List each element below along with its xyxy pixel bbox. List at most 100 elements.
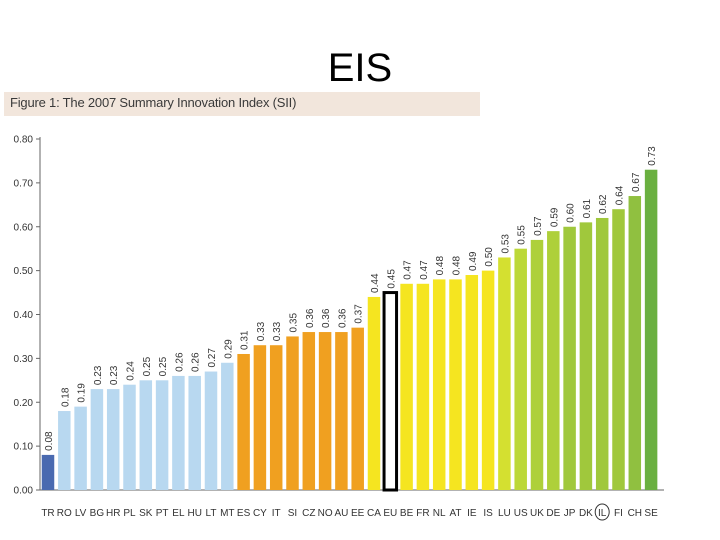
value-label: 0.62 [598,194,609,214]
y-tick-label: 0.40 [14,310,34,321]
category-label-ee: EE [351,508,365,519]
bar-ch [628,196,642,490]
category-label-cz: CZ [302,508,315,519]
bar-si [286,336,299,490]
category-label-hu: HU [187,508,201,519]
value-label: 0.35 [289,313,300,333]
value-label: 0.55 [517,225,528,245]
bar-pt [155,380,169,490]
bar-jp [563,226,576,490]
category-label-dk: DK [579,508,593,519]
category-label-nl: NL [433,508,446,519]
bar-is [481,270,495,490]
bar-lt [204,371,218,490]
category-label-uk: UK [530,508,544,519]
value-label: 0.33 [256,321,267,341]
bar-nl [432,279,446,490]
value-label: 0.24 [126,361,137,381]
category-label-ie: IE [467,508,477,519]
value-label: 0.25 [158,356,169,376]
bar-se [644,169,658,490]
category-label-si: SI [288,508,297,519]
bar-lu [498,257,511,490]
bar-at [449,279,462,490]
bar-eu [382,291,399,492]
bar-ee [351,327,364,490]
value-label: 0.67 [631,172,642,192]
bar-tr [41,454,55,490]
value-label: 0.33 [272,321,283,341]
bar-dk [579,222,593,491]
value-label: 0.23 [93,365,104,385]
bar-pl [123,384,136,490]
value-label: 0.59 [549,207,560,227]
category-label-pl: PL [123,508,136,519]
value-label: 0.31 [240,330,251,350]
category-label-el: EL [172,508,185,519]
category-label-hr: HR [106,508,120,519]
category-label-fr: FR [416,508,429,519]
category-label-jp: JP [564,508,576,519]
value-label: 0.19 [77,383,88,403]
category-label-pt: PT [156,508,169,519]
bar-ie [465,275,479,490]
category-label-is: IS [483,508,493,519]
y-tick-label: 0.80 [14,135,34,146]
category-label-ro: RO [57,508,72,519]
value-label: 0.48 [452,255,463,275]
category-label-lt: LT [206,508,217,519]
value-labels-group: 0.08 0.18 0.19 0.23 0.23 0.24 0.25 0.25 0.26 0.26… [44,146,658,451]
value-label: 0.23 [109,365,120,385]
bar-bg [90,389,104,490]
category-label-es: ES [237,508,251,519]
bar-hr [106,389,120,490]
bar-es [237,353,250,490]
value-label: 0.44 [370,273,381,293]
category-label-fi: FI [614,508,623,519]
bar-it [269,345,283,490]
value-label: 0.08 [44,431,55,451]
bar-ro [58,411,71,490]
category-label-bg: BG [90,508,105,519]
value-label: 0.53 [500,234,511,254]
value-label: 0.27 [207,348,218,368]
value-label: 0.25 [142,356,153,376]
category-label-eu: EU [383,508,397,519]
category-label-ch: CH [628,508,642,519]
y-tick-label: 0.70 [14,178,34,189]
value-label: 0.36 [337,308,348,328]
y-tick-label: 0.30 [14,354,34,365]
value-label: 0.36 [305,308,316,328]
figure-caption: Figure 1: The 2007 Summary Innovation In… [10,95,297,110]
value-label: 0.26 [174,352,185,372]
value-label: 0.48 [435,255,446,275]
bar-be [400,283,413,490]
category-label-au: AU [334,508,348,519]
bar-uk [530,239,544,490]
value-label: 0.60 [566,203,577,223]
y-tick-label: 0.00 [14,486,34,497]
highlight-circle [594,503,610,521]
category-label-tr: TR [41,508,54,519]
category-label-lv: LV [75,508,87,519]
bar-el [172,375,185,490]
bar-no [318,332,332,490]
category-label-ca: CA [367,508,381,519]
category-label-it: IT [272,508,281,519]
category-label-lu: LU [498,508,511,519]
value-label: 0.47 [403,260,414,280]
bar-il [595,217,609,490]
category-label-sk: SK [139,508,153,519]
value-label: 0.26 [191,352,202,372]
bar-fr [416,283,430,490]
value-label: 0.45 [386,269,397,289]
slide-title: EIS [327,46,393,90]
bar-mt [221,362,234,490]
category-label-no: NO [318,508,333,519]
value-label: 0.61 [582,198,593,218]
value-label: 0.29 [223,339,234,359]
category-labels-group: TR RO LV BG HR PL SK PT EL HU LT MT ES CY IT SI CZ NO AU EE… [41,503,658,521]
category-label-il: IL [598,508,607,519]
bar-lv [74,406,87,490]
